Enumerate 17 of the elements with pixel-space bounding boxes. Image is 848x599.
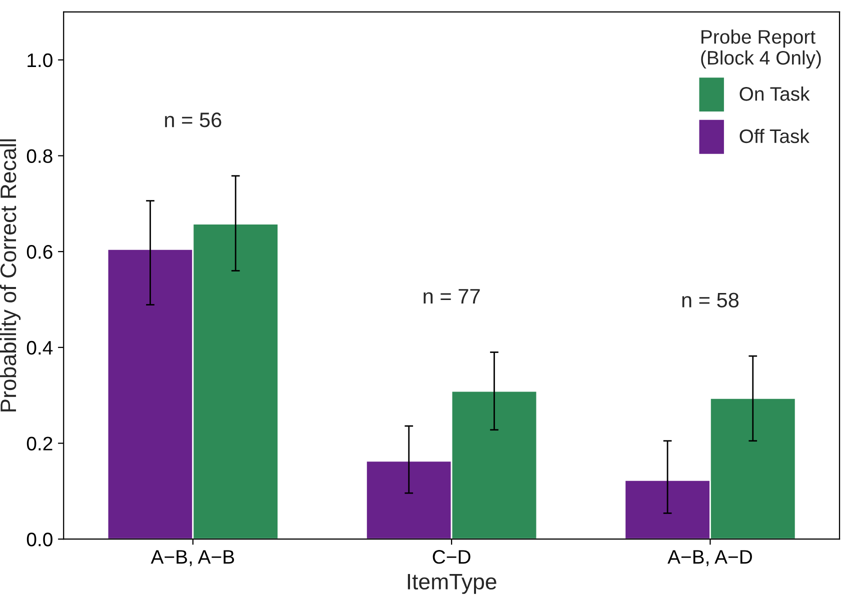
x-tick-label: C−D	[432, 550, 470, 564]
y-axis-title: Probability of Correct Recall	[0, 139, 21, 412]
legend-label: Off Task	[740, 128, 810, 144]
annotation: n = 58	[682, 292, 739, 308]
x-tick-label: A−B, A−D	[668, 550, 752, 566]
y-tick-label: 1.0	[28, 53, 52, 68]
x-tick-label: A−B, A−B	[150, 550, 234, 566]
x-axis-title: ItemType	[408, 574, 496, 594]
y-tick-label: 0.6	[26, 245, 52, 259]
y-tick-label: 0.2	[26, 436, 52, 450]
legend-label: On Task	[740, 86, 810, 101]
y-tick-label: 0.0	[26, 532, 52, 546]
legend-title: Probe Report (Block 4 Only)	[701, 29, 821, 69]
annotation: n = 56	[165, 112, 222, 128]
y-tick-label: 0.4	[26, 340, 53, 355]
annotation: n = 77	[424, 289, 480, 304]
y-tick-label: 0.8	[26, 149, 52, 163]
